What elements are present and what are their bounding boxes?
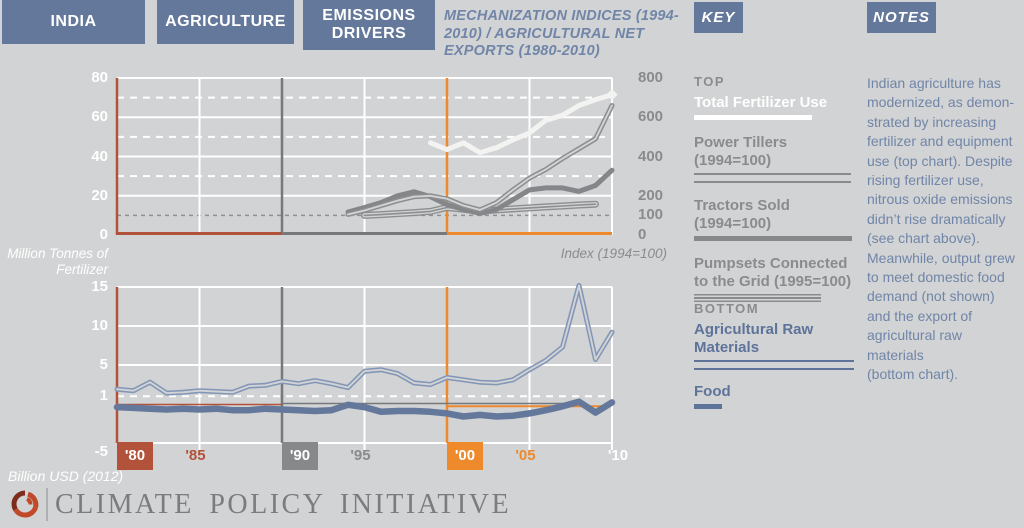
key-item-label: Agricultural Raw Materials [694, 321, 814, 356]
key-item: Pumpsets Connected to the Grid (1995=100… [694, 255, 859, 302]
page-title: MECHANIZATION INDICES (1994-2010) / AGRI… [444, 8, 679, 59]
tab-india[interactable]: INDIA [2, 0, 145, 44]
key-item: Food [694, 383, 859, 409]
key-swatch-white-thick [694, 115, 812, 120]
brand-divider [46, 488, 48, 521]
top-chart-left-axis-title: Million Tonnes of Fertilizer [7, 246, 108, 277]
top-chart-right-axis-title: Index (1994=100) [560, 246, 667, 261]
notes-panel-header: NOTES [867, 2, 936, 33]
series-tractors-sold [345, 167, 615, 216]
key-top-items: Total Fertilizer Use Power Tillers (1994=… [694, 94, 859, 316]
brand-logo[interactable]: CLIMATE POLICY INITIATIVE [11, 488, 511, 521]
key-swatch-gray-double [694, 173, 851, 183]
series-total-fertilizer-use-end-marker [606, 89, 618, 101]
key-item-label: Power Tillers (1994=100) [694, 134, 788, 169]
key-bottom-section-label: BOTTOM [694, 301, 760, 316]
tab-agriculture[interactable]: AGRICULTURE [157, 0, 294, 44]
key-item: Tractors Sold (1994=100) [694, 197, 859, 241]
key-swatch-blue-thick [694, 404, 722, 409]
key-bottom-items: Agricultural Raw Materials Food [694, 321, 859, 422]
series-total-fertilizer-use [428, 92, 615, 156]
series-food [113, 398, 616, 420]
bottom-chart-axis-title: Billion USD (2012) [8, 468, 124, 484]
notes-text: Indian agriculture has modernized, as dem… [867, 75, 1015, 383]
tab-emissions-drivers[interactable]: EMISSIONS DRIVERS [303, 0, 435, 50]
key-item-label: Tractors Sold (1994=100) [694, 197, 790, 232]
brand-name: CLIMATE POLICY INITIATIVE [55, 488, 512, 520]
key-top-section-label: TOP [694, 74, 725, 89]
cpi-swirl-icon [11, 490, 39, 517]
key-swatch-blue-double [694, 360, 854, 370]
key-item: Agricultural Raw Materials [694, 321, 859, 370]
key-panel-header: KEY [694, 2, 743, 33]
key-item-label: Pumpsets Connected to the Grid (1995=100… [694, 255, 852, 290]
key-item: Total Fertilizer Use [694, 94, 859, 120]
series-agricultural-raw-materials-gap [116, 284, 613, 395]
series-power-tillers-gap [347, 104, 613, 216]
key-item-label: Food [694, 383, 731, 400]
key-swatch-gray-triple [694, 294, 821, 302]
key-item: Power Tillers (1994=100) [694, 134, 859, 183]
key-item-label: Total Fertilizer Use [694, 94, 828, 111]
key-swatch-gray-thick [694, 236, 852, 241]
